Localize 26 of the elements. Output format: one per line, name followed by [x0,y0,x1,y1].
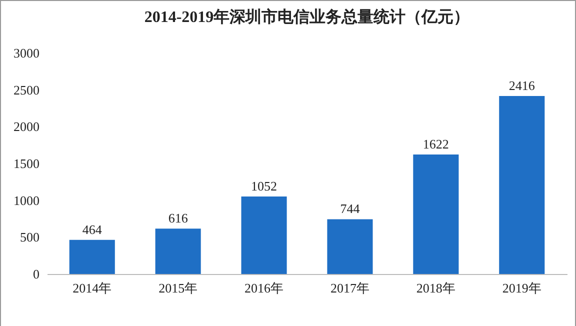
bar [413,154,459,274]
x-tick-label: 2016年 [244,280,284,296]
data-label: 1622 [422,136,449,152]
bar [241,196,287,274]
y-tick-label: 500 [20,230,40,245]
y-tick-label: 2500 [14,82,40,98]
bar [499,96,545,274]
x-tick-label: 2017年 [330,280,370,296]
data-label: 2416 [508,78,536,94]
bar [69,240,115,274]
x-tick-label: 2018年 [416,280,456,296]
x-tick-label: 2019年 [502,280,542,296]
y-tick-label: 3000 [14,46,40,60]
data-label: 1052 [251,178,278,194]
bar [155,228,201,274]
data-label: 464 [82,222,102,237]
x-tick-label: 2015年 [158,280,198,296]
y-tick-label: 1000 [14,192,40,208]
x-tick-label: 2014年 [72,280,112,296]
y-tick-label: 1500 [14,156,40,171]
data-label: 616 [168,210,188,226]
y-tick-label: 0 [33,266,40,282]
y-tick-label: 2000 [14,119,40,134]
data-label: 744 [340,201,360,216]
bar [327,219,373,274]
chart-title: 2014-2019年深圳市电信业务总量统计（亿元） [144,8,470,26]
